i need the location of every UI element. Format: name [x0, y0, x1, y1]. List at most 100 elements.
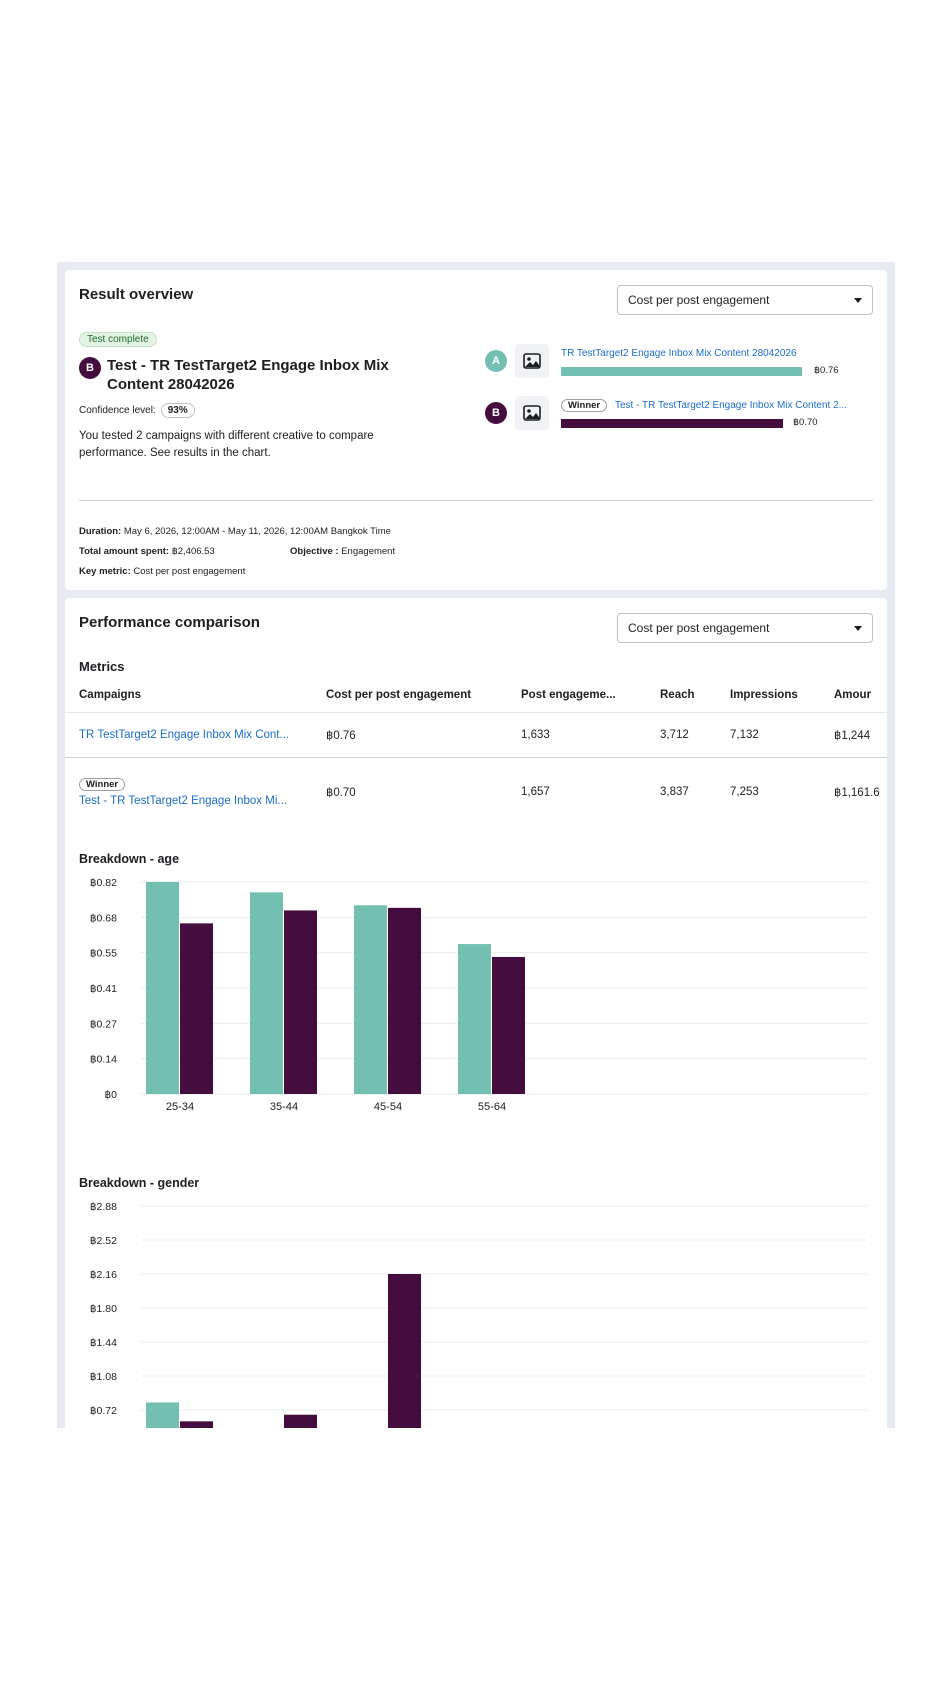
- bar: [388, 1274, 421, 1428]
- column-header[interactable]: Reach: [660, 689, 695, 701]
- gender-chart-title: Breakdown - gender: [79, 1176, 200, 1190]
- y-tick-label: ฿0.55: [90, 948, 117, 960]
- column-header[interactable]: Amour: [834, 689, 872, 701]
- table-cell: ฿1,244: [834, 712, 887, 758]
- bar: [354, 905, 387, 1094]
- y-tick-label: ฿0.27: [90, 1018, 117, 1030]
- y-tick-label: ฿0.14: [90, 1054, 117, 1066]
- x-tick-label: 55-64: [478, 1101, 506, 1113]
- winner-badge: Winner: [79, 777, 126, 791]
- y-tick-label: ฿2.88: [90, 1201, 117, 1213]
- x-tick-label: 25-34: [166, 1101, 194, 1113]
- y-tick-label: ฿1.80: [90, 1303, 117, 1315]
- comparison-metric-value: Cost per post engagement: [628, 621, 770, 635]
- y-tick-label: ฿0.72: [90, 1405, 117, 1417]
- metrics-title: Metrics: [79, 659, 125, 674]
- column-header[interactable]: Campaigns: [79, 689, 141, 701]
- bar: [250, 892, 283, 1094]
- objective-row: Objective : Engagement: [290, 546, 395, 557]
- winner-letter-icon: B: [79, 357, 101, 379]
- spent-label: Total amount spent:: [79, 546, 170, 557]
- column-header[interactable]: Post engageme...: [521, 689, 616, 701]
- campaign-b-table-link[interactable]: Test - TR TestTarget2 Engage Inbox Mi...: [79, 794, 287, 807]
- age-chart-title: Breakdown - age: [79, 852, 180, 866]
- y-tick-label: ฿0.82: [90, 877, 117, 889]
- gender-breakdown-chart: ฿2.88฿2.52฿2.16฿1.80฿1.44฿1.08฿0.72฿0.36: [90, 1201, 867, 1428]
- objective-label: Objective :: [290, 546, 339, 557]
- bar: [284, 910, 317, 1094]
- result-overview-card: Result overview Cost per post engagement…: [65, 270, 887, 590]
- test-results-panel: Result overview Cost per post engagement…: [57, 262, 895, 1428]
- duration-label: Duration:: [79, 526, 122, 537]
- campaign-a-link[interactable]: TR TestTarget2 Engage Inbox Mix Content …: [561, 348, 797, 359]
- caret-down-icon: [854, 297, 862, 303]
- table-cell: 3,712: [660, 712, 730, 758]
- table-cell: 3,837: [660, 786, 689, 798]
- bar: [180, 923, 213, 1094]
- campaign-a-letter-icon: A: [485, 350, 507, 372]
- table-cell: ฿1,161.6: [834, 787, 880, 799]
- confidence-label: Confidence level:: [79, 405, 156, 416]
- campaign-b-result-value: ฿0.70: [793, 417, 818, 428]
- y-tick-label: ฿0: [104, 1089, 117, 1101]
- bar: [180, 1421, 213, 1428]
- key-metric-value: Cost per post engagement: [133, 566, 246, 577]
- y-tick-label: ฿0.41: [90, 983, 117, 995]
- campaign-b-result-bar: [561, 419, 783, 428]
- winner-badge: Winner: [561, 399, 608, 412]
- bar: [388, 907, 421, 1094]
- table-header-row: Campaigns Cost per post engagement Post …: [65, 678, 887, 713]
- test-description: You tested 2 campaigns with different cr…: [79, 430, 374, 459]
- campaign-a-table-link[interactable]: TR TestTarget2 Engage Inbox Mix Cont...: [79, 729, 290, 741]
- spent-value: ฿2,406.53: [171, 546, 215, 557]
- test-status-badge: Test complete: [79, 332, 157, 347]
- y-tick-label: ฿1.08: [90, 1371, 117, 1383]
- table-cell: ฿0.76: [326, 712, 521, 758]
- y-tick-label: ฿2.16: [90, 1269, 117, 1281]
- y-tick-label: ฿1.44: [90, 1337, 117, 1349]
- campaign-b-link[interactable]: Test - TR TestTarget2 Engage Inbox Mix C…: [615, 400, 847, 411]
- table-cell: 7,253: [730, 786, 759, 798]
- table-cell: 1,657: [521, 786, 550, 798]
- table-row: Winner Test - TR TestTarget2 Engage Inbo…: [65, 758, 887, 827]
- result-overview-title: Result overview: [79, 286, 194, 303]
- winning-test-name: Test - TR TestTarget2 Engage Inbox Mix C…: [107, 357, 389, 393]
- campaign-a-result-value: ฿0.76: [814, 365, 839, 376]
- spent-row: Total amount spent: ฿2,406.53: [79, 546, 215, 557]
- y-tick-label: ฿0.68: [90, 912, 117, 924]
- campaign-b-image-icon: [515, 396, 549, 430]
- table-row: TR TestTarget2 Engage Inbox Mix Cont... …: [65, 712, 887, 758]
- campaign-b-letter-icon: B: [485, 402, 507, 424]
- x-tick-label: 35-44: [270, 1101, 298, 1113]
- caret-down-icon: [854, 625, 862, 631]
- overview-metric-value: Cost per post engagement: [628, 293, 770, 307]
- objective-value: Engagement: [341, 546, 396, 557]
- x-tick-label: 45-54: [374, 1101, 402, 1113]
- table-cell: 1,633: [521, 712, 660, 758]
- column-header[interactable]: Impressions: [730, 689, 798, 701]
- confidence-value-badge: 93%: [160, 403, 195, 418]
- metrics-table: Campaigns Cost per post engagement Post …: [65, 678, 887, 826]
- performance-comparison-card: Performance comparison Cost per post eng…: [65, 598, 887, 1428]
- key-metric-label: Key metric:: [79, 566, 131, 577]
- duration-row: Duration: May 6, 2026, 12:00AM - May 11,…: [79, 526, 391, 537]
- table-cell: ฿0.70: [326, 787, 356, 799]
- bar: [492, 956, 525, 1094]
- column-header[interactable]: Cost per post engagement: [326, 689, 472, 701]
- y-tick-label: ฿2.52: [90, 1235, 117, 1247]
- bar: [458, 944, 491, 1094]
- overview-divider: [79, 500, 873, 501]
- campaign-a-image-icon: [515, 344, 549, 378]
- confidence-level: Confidence level: 93%: [79, 403, 195, 418]
- bar: [146, 1402, 179, 1428]
- age-breakdown-chart: ฿0.82 ฿0.68 ฿0.55 ฿0.41 ฿0.27 ฿0.14 ฿0 25-34 35-…: [90, 877, 867, 1113]
- bar: [146, 882, 179, 1094]
- comparison-metric-dropdown[interactable]: Cost per post engagement: [617, 613, 873, 643]
- bar: [284, 1414, 317, 1428]
- key-metric-row: Key metric: Cost per post engagement: [79, 566, 245, 577]
- overview-metric-dropdown[interactable]: Cost per post engagement: [617, 285, 873, 315]
- performance-comparison-title: Performance comparison: [79, 614, 260, 631]
- table-cell: 7,132: [730, 712, 834, 758]
- duration-value: May 6, 2026, 12:00AM - May 11, 2026, 12:…: [123, 526, 391, 537]
- campaign-a-result-bar: [561, 367, 802, 376]
